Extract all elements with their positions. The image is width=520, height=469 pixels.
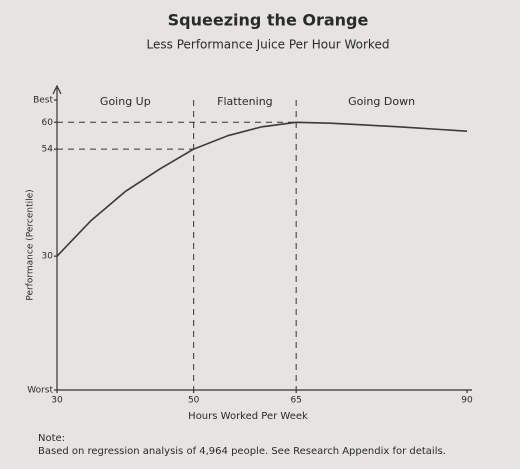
y-tick-label: 60 — [42, 118, 54, 128]
region-label: Flattening — [217, 95, 273, 108]
y-tick-label: Best — [33, 96, 53, 106]
region-label: Going Up — [100, 95, 151, 108]
y-tick-label: 30 — [42, 252, 54, 262]
x-tick-label: 50 — [188, 396, 200, 406]
chart-subtitle: Less Performance Juice Per Hour Worked — [147, 38, 390, 52]
y-tick-label: Worst — [27, 386, 53, 396]
x-tick-label: 30 — [51, 396, 63, 406]
region-label: Going Down — [348, 95, 415, 108]
note-title: Note: — [38, 433, 65, 444]
x-axis-label: Hours Worked Per Week — [188, 411, 308, 422]
y-tick-label: 54 — [42, 145, 54, 155]
x-tick-label: 90 — [461, 396, 473, 406]
y-axis-arrow — [52, 84, 62, 95]
line — [56, 121, 468, 257]
y-axis-label: Performance (Percentile) — [26, 189, 36, 300]
x-tick-label: 65 — [290, 396, 301, 406]
chart-title: Squeezing the Orange — [168, 11, 369, 30]
note: Based on regression analysis of 4,964 pe… — [38, 446, 446, 457]
